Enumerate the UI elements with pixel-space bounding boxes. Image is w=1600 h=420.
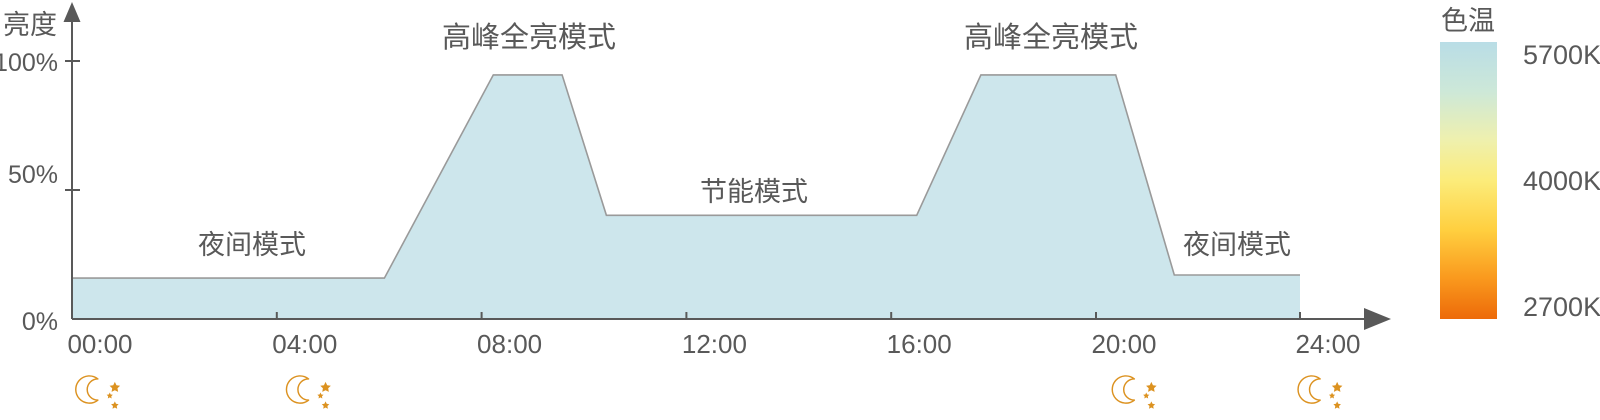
svg-text:亮度: 亮度 bbox=[3, 10, 57, 40]
svg-text:2700K: 2700K bbox=[1523, 292, 1600, 322]
svg-text:04:00: 04:00 bbox=[272, 329, 337, 359]
svg-text:08:00: 08:00 bbox=[477, 329, 542, 359]
svg-text:高峰全亮模式: 高峰全亮模式 bbox=[442, 21, 616, 54]
svg-text:4000K: 4000K bbox=[1523, 166, 1600, 196]
svg-text:50%: 50% bbox=[8, 161, 58, 189]
svg-text:夜间模式: 夜间模式 bbox=[1183, 230, 1291, 260]
svg-text:24:00: 24:00 bbox=[1295, 329, 1360, 359]
svg-text:夜间模式: 夜间模式 bbox=[198, 230, 306, 260]
svg-text:高峰全亮模式: 高峰全亮模式 bbox=[964, 21, 1138, 54]
svg-text:16:00: 16:00 bbox=[887, 329, 952, 359]
svg-text:12:00: 12:00 bbox=[682, 329, 747, 359]
svg-text:节能模式: 节能模式 bbox=[700, 177, 808, 207]
svg-text:20:00: 20:00 bbox=[1091, 329, 1156, 359]
svg-text:色温: 色温 bbox=[1441, 6, 1495, 36]
svg-text:5700K: 5700K bbox=[1523, 40, 1600, 70]
svg-text:00:00: 00:00 bbox=[67, 329, 132, 359]
svg-text:0%: 0% bbox=[22, 308, 58, 336]
svg-text:100%: 100% bbox=[0, 49, 58, 77]
